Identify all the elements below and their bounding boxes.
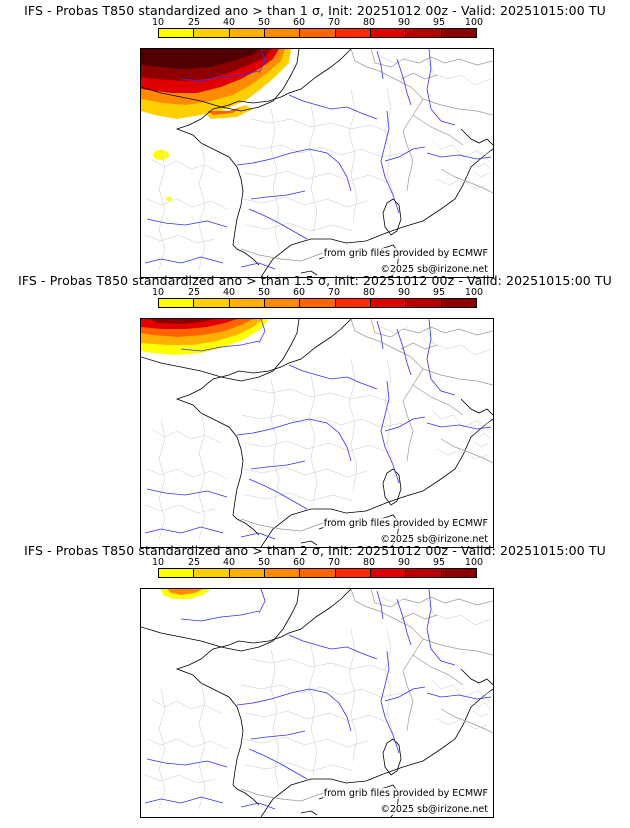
legend-tick: 60 bbox=[292, 287, 306, 298]
legend-swatch bbox=[264, 299, 301, 307]
legend-tick: 80 bbox=[362, 557, 376, 568]
legend-swatch bbox=[159, 29, 195, 37]
color-legend-bar bbox=[158, 568, 477, 578]
legend-tick: 50 bbox=[257, 557, 271, 568]
panel-2: IFS - Probas T850 standardized ano > tha… bbox=[0, 270, 630, 548]
legend-tick: 60 bbox=[292, 557, 306, 568]
legend-swatch bbox=[370, 569, 407, 577]
panel-title: IFS - Probas T850 standardized ano > tha… bbox=[24, 3, 606, 18]
legend-tick: 90 bbox=[397, 557, 411, 568]
legend-swatch bbox=[229, 569, 265, 577]
legend-tick: 10 bbox=[151, 557, 165, 568]
panel-title: IFS - Probas T850 standardized ano > tha… bbox=[18, 273, 612, 288]
legend-tick: 80 bbox=[362, 17, 376, 28]
legend-tick: 25 bbox=[187, 287, 201, 298]
legend-tick: 100 bbox=[464, 287, 484, 298]
legend-swatch bbox=[264, 29, 301, 37]
legend-swatch bbox=[300, 299, 336, 307]
legend-tick: 60 bbox=[292, 17, 306, 28]
legend-tick: 70 bbox=[327, 557, 341, 568]
legend-swatch bbox=[335, 569, 371, 577]
legend-swatch bbox=[159, 299, 195, 307]
copyright-credit: ©2025 sb@irizone.net bbox=[379, 534, 489, 545]
copyright-credit: ©2025 sb@irizone.net bbox=[379, 264, 489, 275]
color-legend-bar bbox=[158, 28, 477, 38]
legend-tick: 100 bbox=[464, 17, 484, 28]
legend-tick: 50 bbox=[257, 17, 271, 28]
legend-tick: 95 bbox=[432, 287, 446, 298]
source-credit: from grib files provided by ECMWF bbox=[322, 518, 489, 529]
legend-tick: 50 bbox=[257, 287, 271, 298]
legend-swatch bbox=[370, 299, 407, 307]
legend-tick: 80 bbox=[362, 287, 376, 298]
legend-swatch bbox=[194, 569, 230, 577]
legend-tick: 95 bbox=[432, 557, 446, 568]
legend-tick: 70 bbox=[327, 17, 341, 28]
probability-area bbox=[141, 49, 291, 201]
panel-1: IFS - Probas T850 standardized ano > tha… bbox=[0, 0, 630, 278]
copyright-credit: ©2025 sb@irizone.net bbox=[379, 804, 489, 815]
legend-tick: 90 bbox=[397, 287, 411, 298]
map-graphic bbox=[141, 319, 493, 547]
legend-tick-labels: 10 25 40 50 60 70 80 90 95 100 bbox=[140, 287, 500, 299]
legend-tick: 100 bbox=[464, 557, 484, 568]
legend-tick: 25 bbox=[187, 17, 201, 28]
probability-area bbox=[161, 589, 211, 599]
legend-swatch bbox=[406, 29, 442, 37]
legend-tick: 70 bbox=[327, 287, 341, 298]
legend-swatch bbox=[300, 29, 336, 37]
legend-tick: 95 bbox=[432, 17, 446, 28]
probability-map: from grib files provided by ECMWF ©2025 … bbox=[140, 588, 494, 818]
legend-tick: 10 bbox=[151, 17, 165, 28]
legend-swatch bbox=[194, 29, 230, 37]
legend-tick: 10 bbox=[151, 287, 165, 298]
legend-tick-labels: 10 25 40 50 60 70 80 90 95 100 bbox=[140, 557, 500, 569]
legend-swatch bbox=[159, 569, 195, 577]
legend-swatch bbox=[229, 29, 265, 37]
legend-tick: 40 bbox=[222, 17, 236, 28]
legend-swatch bbox=[194, 299, 230, 307]
legend-swatch bbox=[335, 29, 371, 37]
probability-map: from grib files provided by ECMWF ©2025 … bbox=[140, 318, 494, 548]
legend-swatch bbox=[335, 299, 371, 307]
panel-title: IFS - Probas T850 standardized ano > tha… bbox=[24, 543, 606, 558]
legend-tick: 40 bbox=[222, 287, 236, 298]
legend-swatch bbox=[406, 299, 442, 307]
legend-tick: 25 bbox=[187, 557, 201, 568]
legend-swatch bbox=[441, 29, 476, 37]
legend-swatch bbox=[264, 569, 301, 577]
legend-tick: 90 bbox=[397, 17, 411, 28]
source-credit: from grib files provided by ECMWF bbox=[322, 788, 489, 799]
legend-swatch bbox=[406, 569, 442, 577]
legend-tick: 40 bbox=[222, 557, 236, 568]
legend-swatch bbox=[441, 569, 476, 577]
probability-map: from grib files provided by ECMWF ©2025 … bbox=[140, 48, 494, 278]
legend-tick-labels: 10 25 40 50 60 70 80 90 95 100 bbox=[140, 17, 500, 29]
probability-area bbox=[141, 319, 269, 355]
legend-swatch bbox=[441, 299, 476, 307]
legend-swatch bbox=[300, 569, 336, 577]
source-credit: from grib files provided by ECMWF bbox=[322, 248, 489, 259]
color-legend-bar bbox=[158, 298, 477, 308]
legend-swatch bbox=[229, 299, 265, 307]
map-graphic bbox=[141, 49, 493, 277]
map-graphic bbox=[141, 589, 493, 817]
panel-3: IFS - Probas T850 standardized ano > tha… bbox=[0, 540, 630, 818]
legend-swatch bbox=[370, 29, 407, 37]
